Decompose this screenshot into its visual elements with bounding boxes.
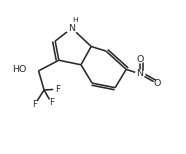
Circle shape (135, 70, 145, 78)
Text: F: F (32, 100, 37, 109)
Circle shape (54, 86, 62, 93)
Text: N: N (68, 24, 75, 33)
Text: O: O (136, 55, 144, 64)
Text: HO: HO (12, 65, 26, 74)
Text: O: O (154, 79, 161, 88)
Circle shape (136, 56, 144, 63)
Circle shape (17, 65, 28, 74)
Text: N: N (137, 69, 144, 78)
Circle shape (66, 23, 78, 33)
Circle shape (47, 100, 56, 106)
Text: F: F (49, 98, 54, 107)
Text: H: H (73, 17, 78, 23)
Circle shape (31, 101, 39, 108)
Circle shape (154, 81, 162, 87)
Text: F: F (55, 85, 60, 94)
